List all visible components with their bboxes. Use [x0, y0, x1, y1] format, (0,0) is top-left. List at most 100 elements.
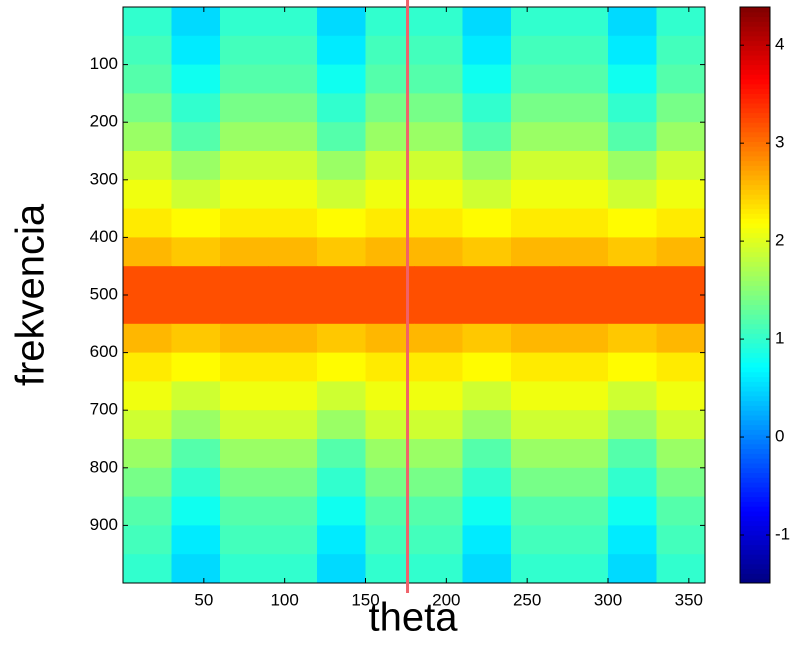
heat-cell — [171, 151, 221, 181]
colorbar-step — [740, 83, 770, 90]
heat-cell — [511, 151, 560, 181]
colorbar-step — [740, 218, 770, 224]
heat-cell — [656, 64, 706, 94]
heat-cell — [123, 93, 172, 123]
heat-cell — [123, 237, 172, 267]
heat-cell — [462, 525, 512, 555]
heat-cell — [171, 35, 221, 66]
y-tick-label: 400 — [90, 227, 118, 246]
colorbar-step — [740, 458, 770, 464]
heat-cell — [511, 93, 560, 123]
heat-cell — [123, 179, 172, 210]
colorbar-step — [740, 151, 770, 157]
heat-cell — [171, 352, 221, 382]
heat-cell — [220, 467, 269, 498]
heat-cell — [220, 93, 269, 123]
colorbar-step — [740, 203, 770, 210]
heat-cell — [317, 93, 366, 123]
heat-cell — [608, 554, 657, 584]
y-tick-label: 500 — [90, 284, 118, 303]
colorbar-step — [740, 525, 770, 531]
heat-cell — [414, 93, 463, 123]
heat-cell — [317, 352, 366, 382]
colorbar-step — [740, 319, 770, 325]
heat-cell — [608, 295, 657, 325]
colorbar-step — [740, 74, 770, 80]
colorbar-step — [740, 295, 770, 301]
heat-cell — [656, 266, 706, 296]
colorbar-frame — [739, 6, 771, 584]
heat-cell — [268, 410, 318, 440]
colorbar-step — [740, 7, 770, 13]
heat-cell — [414, 410, 463, 440]
heat-cell — [414, 554, 463, 584]
colorbar-step — [740, 328, 770, 334]
heat-cell — [511, 122, 560, 152]
heat-cell — [317, 323, 366, 354]
heat-cell — [171, 554, 221, 584]
heat-cell — [414, 266, 463, 296]
heat-cell — [462, 122, 512, 152]
heat-cell — [317, 64, 366, 94]
colorbar-step — [740, 491, 770, 498]
x-tick-label: 300 — [594, 590, 622, 609]
heat-cell — [559, 381, 609, 411]
colorbar-step — [740, 376, 770, 382]
heat-cell — [268, 35, 318, 66]
colorbar-step — [740, 463, 770, 469]
heat-cell — [171, 179, 221, 210]
colorbar-step — [740, 419, 770, 426]
colorbar-step — [740, 496, 770, 502]
colorbar-step — [740, 410, 770, 416]
colorbar-step — [740, 261, 770, 267]
heat-cell — [317, 295, 366, 325]
heat-cell — [608, 35, 657, 66]
heat-cell — [608, 179, 657, 210]
heat-cell — [559, 64, 609, 94]
heat-cell — [559, 295, 609, 325]
heat-cell — [220, 64, 269, 94]
heat-cell — [414, 179, 463, 210]
heat-cell — [462, 35, 512, 66]
colorbar-step — [740, 371, 770, 378]
colorbar-step — [740, 453, 770, 459]
heat-cell — [123, 64, 172, 94]
heat-cell — [220, 323, 269, 354]
heat-cell — [656, 237, 706, 267]
heat-cell — [511, 496, 560, 526]
heat-cell — [268, 525, 318, 555]
heat-cell — [171, 295, 221, 325]
colorbar-step — [740, 79, 770, 85]
heat-cell — [462, 93, 512, 123]
heat-cell — [462, 179, 512, 210]
colorbar-step — [740, 530, 770, 536]
heat-cell — [511, 467, 560, 498]
heat-cell — [511, 35, 560, 66]
heat-cell — [414, 122, 463, 152]
heat-cell — [268, 266, 318, 296]
heat-cell — [414, 496, 463, 526]
heat-cell — [317, 35, 366, 66]
heat-cell — [268, 381, 318, 411]
heat-cell — [559, 122, 609, 152]
colorbar-step — [740, 391, 770, 397]
heat-cell — [511, 208, 560, 238]
colorbar-step — [740, 386, 770, 392]
heat-cell — [656, 352, 706, 382]
heat-cell — [414, 323, 463, 354]
colorbar-step — [740, 247, 770, 253]
colorbar-step — [740, 55, 770, 61]
heat-cell — [414, 35, 463, 66]
heat-cell — [608, 352, 657, 382]
heat-cell — [608, 151, 657, 181]
colorbar-step — [740, 227, 770, 234]
colorbar-step — [740, 415, 770, 421]
heat-cell — [317, 410, 366, 440]
colorbar-step — [740, 357, 770, 363]
colorbar-step — [740, 544, 770, 550]
heat-cell — [317, 496, 366, 526]
heat-cell — [317, 525, 366, 555]
colorbar-step — [740, 136, 770, 142]
heat-cell — [268, 352, 318, 382]
colorbar-step — [740, 539, 770, 546]
